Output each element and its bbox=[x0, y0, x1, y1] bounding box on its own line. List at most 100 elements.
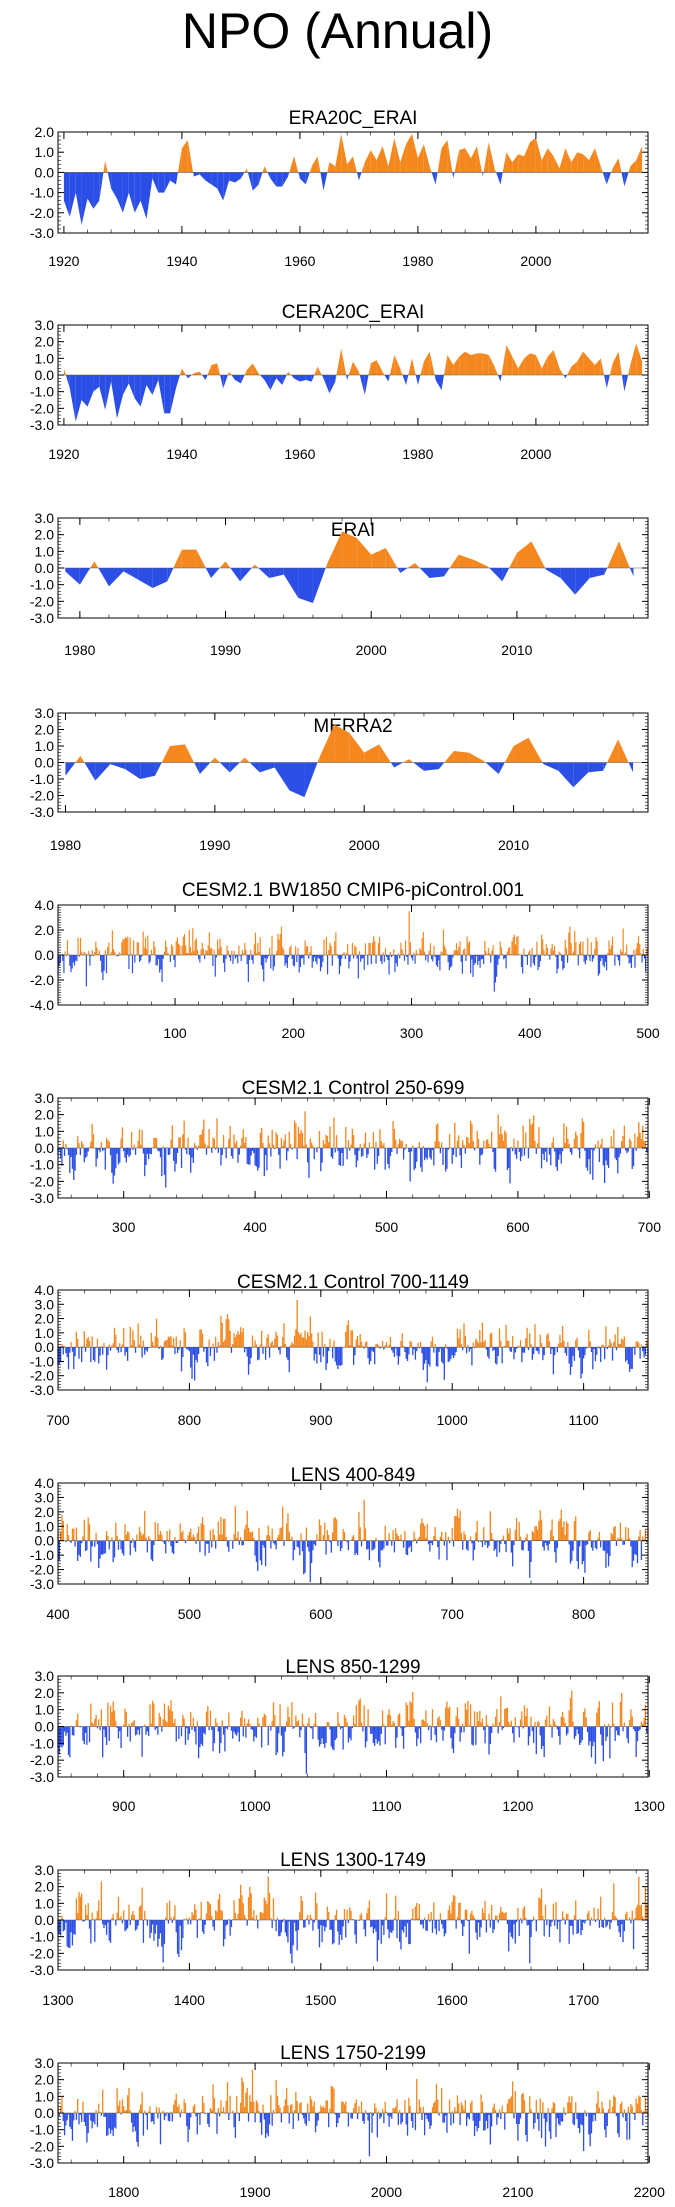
area-segment bbox=[246, 363, 253, 375]
area-segment bbox=[325, 563, 328, 568]
area-segment bbox=[342, 531, 357, 568]
area-segment bbox=[394, 762, 404, 768]
area-segment bbox=[415, 375, 418, 385]
area-segment bbox=[560, 568, 576, 595]
x-tick-label: 1400 bbox=[174, 1992, 205, 2008]
area-segment bbox=[513, 737, 529, 763]
area-segment bbox=[444, 568, 450, 577]
area-segment bbox=[356, 538, 372, 568]
area-segment bbox=[423, 351, 430, 375]
area-segment bbox=[317, 366, 322, 375]
x-tick-label: 1980 bbox=[64, 642, 95, 658]
area-segment bbox=[531, 541, 546, 568]
area-segment bbox=[249, 762, 260, 773]
area-segment bbox=[173, 549, 182, 568]
x-tick-label: 900 bbox=[309, 1412, 333, 1428]
chart-title: CESM2.1 Control 250-699 bbox=[242, 1078, 465, 1099]
area-segment bbox=[494, 366, 498, 375]
area-segment bbox=[382, 146, 389, 173]
area-segment bbox=[420, 361, 424, 375]
area-segment bbox=[447, 355, 454, 375]
area-segment bbox=[368, 363, 371, 375]
area-segment bbox=[483, 760, 486, 763]
area-segment bbox=[630, 160, 637, 173]
area-segment bbox=[336, 348, 342, 375]
y-tick-label: 1.0 bbox=[35, 543, 55, 559]
y-tick-label: -1.0 bbox=[30, 185, 54, 201]
area-segment bbox=[260, 375, 265, 380]
area-segment bbox=[589, 148, 595, 173]
area-segment bbox=[259, 762, 275, 773]
area-segment bbox=[341, 134, 348, 173]
area-segment bbox=[494, 168, 497, 173]
area-segment bbox=[164, 375, 171, 414]
area-segment bbox=[299, 172, 306, 185]
y-tick-label: 3.0 bbox=[35, 317, 55, 333]
area-segment bbox=[412, 358, 416, 375]
x-tick-label: 2010 bbox=[498, 837, 529, 853]
area-segment bbox=[282, 172, 289, 187]
area-segment bbox=[205, 375, 208, 380]
area-segment bbox=[453, 172, 455, 179]
area-segment bbox=[606, 172, 612, 185]
y-tick-label: 2.0 bbox=[35, 124, 55, 140]
x-tick-label: 400 bbox=[518, 1025, 542, 1041]
area-segment bbox=[498, 762, 505, 775]
chart-title: ERA20C_ERAI bbox=[289, 108, 418, 129]
area-segment bbox=[286, 371, 289, 375]
x-tick-label: 1940 bbox=[166, 446, 197, 462]
x-tick-label: 2000 bbox=[356, 642, 387, 658]
area-segment bbox=[320, 172, 324, 191]
plot-frame bbox=[57, 1289, 649, 1391]
area-segment bbox=[607, 541, 619, 568]
area-segment bbox=[565, 375, 568, 379]
area-segment bbox=[429, 568, 445, 578]
x-tick-label: 1990 bbox=[199, 837, 230, 853]
area-segment bbox=[376, 360, 383, 375]
area-segment bbox=[459, 148, 466, 173]
area-segment bbox=[227, 371, 230, 375]
area-segment bbox=[240, 375, 245, 384]
area-segment bbox=[518, 358, 525, 375]
area-segment bbox=[553, 156, 560, 173]
area-segment bbox=[90, 561, 95, 568]
area-segment bbox=[547, 350, 554, 375]
area-segment bbox=[541, 356, 548, 375]
y-tick-label: 2.0 bbox=[35, 527, 55, 543]
area-segment bbox=[299, 375, 306, 382]
area-segment bbox=[545, 568, 547, 570]
plot-frame bbox=[57, 131, 649, 234]
area-segment bbox=[177, 148, 182, 173]
y-tick-label: 2.0 bbox=[35, 1107, 55, 1123]
area-segment bbox=[87, 172, 94, 209]
area-segment bbox=[488, 142, 495, 173]
y-tick-label: -3.0 bbox=[30, 1382, 54, 1398]
y-tick-label: -3.0 bbox=[30, 1769, 54, 1785]
area-segment bbox=[140, 762, 156, 779]
y-tick-label: 4.0 bbox=[35, 1282, 55, 1298]
chart-title: LENS 400-849 bbox=[291, 1465, 416, 1486]
area-segment bbox=[376, 146, 383, 173]
area-segment bbox=[496, 172, 501, 185]
area-segment bbox=[571, 152, 578, 173]
area-segment bbox=[577, 351, 584, 375]
area-segment bbox=[370, 360, 377, 375]
area-segment bbox=[323, 172, 328, 191]
chart-title: CESM2.1 BW1850 CMIP6-piControl.001 bbox=[182, 880, 524, 901]
page-title: NPO (Annual) bbox=[181, 3, 494, 59]
area-segment bbox=[298, 172, 300, 179]
area-segment bbox=[434, 375, 436, 380]
area-segment bbox=[181, 140, 188, 173]
area-segment bbox=[191, 373, 194, 375]
area-segment bbox=[406, 375, 409, 385]
area-segment bbox=[341, 348, 347, 375]
x-tick-label: 1920 bbox=[48, 253, 79, 269]
area-segment bbox=[274, 762, 290, 791]
area-segment bbox=[244, 757, 250, 763]
area-segment bbox=[458, 554, 474, 568]
area-segment bbox=[244, 168, 247, 173]
area-segment bbox=[636, 146, 643, 173]
area-segment bbox=[429, 166, 432, 173]
x-tick-label: 1980 bbox=[402, 253, 433, 269]
x-tick-label: 1980 bbox=[50, 837, 81, 853]
